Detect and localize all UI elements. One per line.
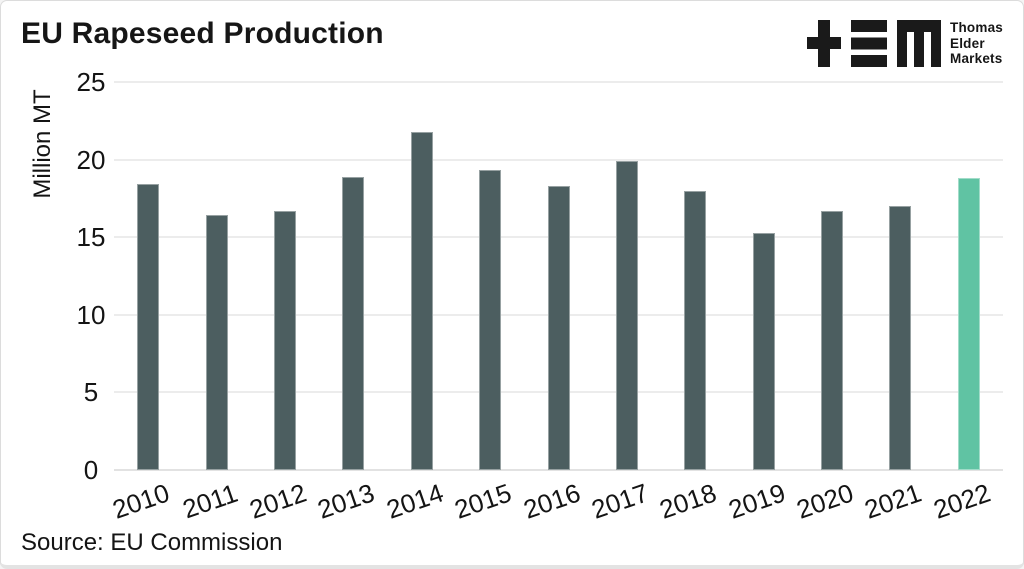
gridline-0 (114, 469, 1003, 471)
tem-logo: Thomas Elder Markets (807, 20, 1003, 67)
bar-2017 (615, 161, 638, 470)
bar-2013 (342, 176, 365, 470)
y-axis-label: Million MT (29, 89, 56, 199)
gridline-25 (114, 81, 1003, 83)
y-tick-label-10: 10 (76, 299, 106, 330)
y-tick-label-20: 20 (76, 144, 106, 175)
bar-2018 (684, 190, 707, 470)
y-tick-label-15: 15 (76, 222, 106, 253)
x-tick-label-2013: 2013 (314, 477, 379, 525)
x-tick-label-2019: 2019 (724, 477, 789, 525)
chart-title: EU Rapeseed Production (21, 17, 384, 50)
bar-2016 (547, 185, 570, 470)
logo-line-3: Markets (950, 51, 1003, 67)
bar-2020 (821, 210, 844, 470)
triple-bar-icon (851, 20, 888, 67)
y-tick-label-25: 25 (76, 67, 106, 97)
bar-2015 (479, 170, 502, 470)
x-tick-label-2011: 2011 (178, 477, 242, 525)
x-tick-label-2020: 2020 (792, 477, 858, 525)
logo-wordmark: Thomas Elder Markets (950, 20, 1003, 67)
m-icon (897, 20, 942, 67)
bar-2010 (137, 184, 160, 470)
bar-2014 (410, 131, 433, 470)
bar-2012 (273, 210, 296, 470)
source-note: Source: EU Commission (21, 529, 283, 556)
x-tick-label-2014: 2014 (382, 477, 447, 525)
y-tick-label-5: 5 (83, 377, 99, 408)
logo-line-2: Elder (950, 35, 985, 51)
y-tick-label-0: 0 (83, 455, 99, 485)
x-tick-label-2016: 2016 (519, 477, 584, 525)
bar-2019 (752, 232, 775, 470)
x-tick-label-2018: 2018 (655, 477, 721, 525)
x-tick-label-2021: 2021 (861, 477, 926, 525)
plus-icon (807, 20, 842, 67)
bar-2021 (889, 206, 912, 470)
bar-2022 (957, 178, 980, 470)
x-tick-label-2012: 2012 (245, 477, 311, 525)
x-tick-label-2015: 2015 (450, 477, 516, 525)
bar-2011 (205, 215, 228, 470)
gridline-20 (114, 158, 1003, 161)
logo-line-1: Thomas (950, 20, 1003, 35)
x-tick-label-2022: 2022 (929, 477, 994, 525)
x-tick-label-2017: 2017 (587, 477, 653, 525)
